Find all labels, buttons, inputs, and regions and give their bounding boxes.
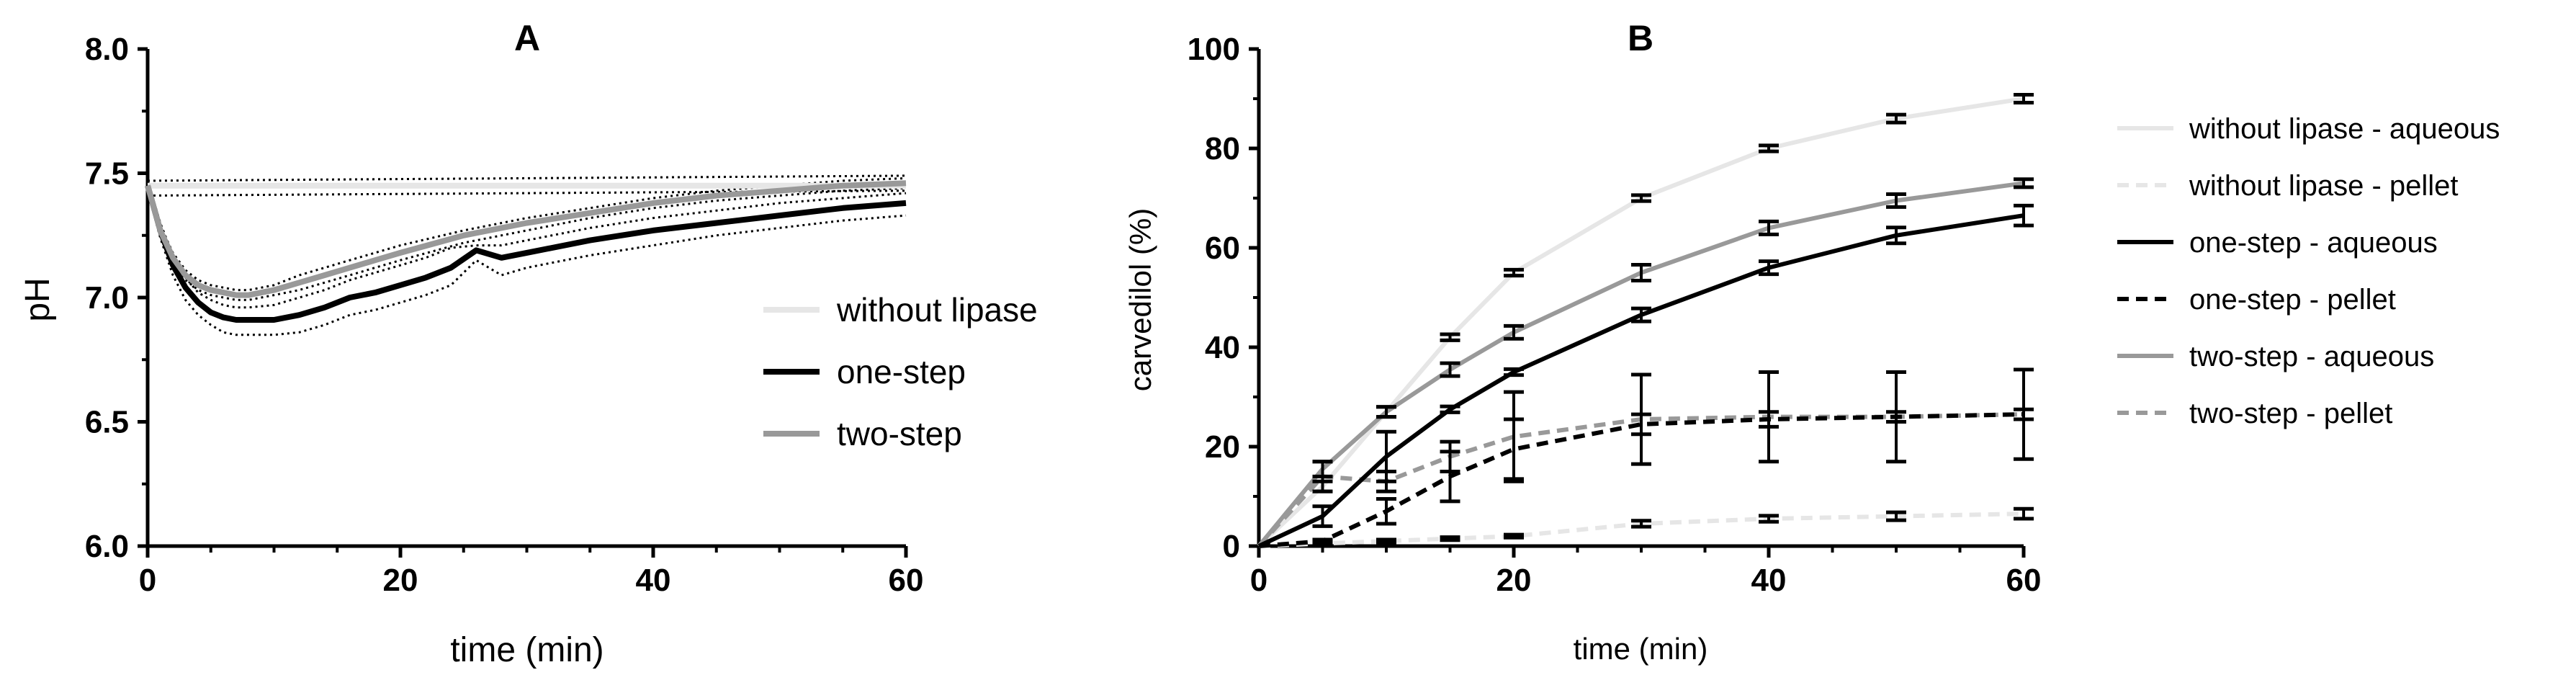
errorbar-two-step-aqueous [1440,361,1460,378]
panel-b-ticks: 0 20 40 60 80 100 0 20 40 60 [1188,32,2042,598]
x-tick-label: 20 [383,563,418,598]
errorbar-withoutlipase-aqueous [1886,112,1906,125]
panel-b-series [1257,92,2034,548]
panel-b-y-axis-label: carvedilol (%) [1123,208,1157,391]
y-tick-label: 7.5 [85,156,129,192]
series-one-step-upper-band [146,180,907,309]
errorbar-two-step-aqueous [1631,262,1651,283]
x-tick-label: 40 [636,563,671,598]
y-tick-label: 6.5 [85,405,129,440]
errorbar-one-step-pellet [1759,410,1779,429]
panel-b-x-axis-label: time (min) [1574,632,1708,666]
y-tick-label: 7.0 [85,280,129,316]
series-one-step-lower-band [146,190,907,336]
errorbar-two-step-aqueous [1376,405,1396,419]
series-one-step-pellet-line [1258,412,2024,548]
errorbar-withoutlipase-aqueous [1631,193,1651,203]
panel-b-legend: without lipase - aqueous without lipase -… [2117,113,2500,429]
errorbar-two-step-aqueous [1759,219,1779,236]
errorbar-withoutlipase-aqueous [1440,332,1460,342]
errorbar-one-step-aqueous [1504,367,1524,377]
legend-label: two-step - pellet [2189,398,2392,429]
errorbar-withoutlipase-pellet [1376,537,1396,545]
errorbar-withoutlipase-pellet [2014,506,2034,521]
panel-a-legend: without lipase one-step two-step [763,291,1038,452]
errorbar-withoutlipase-pellet [1759,514,1779,524]
errorbar-one-step-pellet [1886,410,1906,424]
y-tick-label: 40 [1205,330,1240,365]
x-tick-label: 40 [1751,563,1787,598]
errorbar-two-step-aqueous [1886,192,1906,209]
x-tick-label: 20 [1496,563,1532,598]
errorbar-one-step-pellet [2014,407,2034,421]
series-two-step-lower-band [146,187,907,301]
y-tick-label: 100 [1188,32,1240,67]
errorbar-one-step-pellet [1631,412,1651,437]
y-tick-label: 6.0 [85,529,129,564]
x-tick-label: 60 [2006,563,2042,598]
x-tick-label: 0 [139,563,156,598]
panel-a: A time (min) pH 6.0 6.5 7.0 7.5 8.0 0 20 40 60 w… [19,18,1038,669]
errorbar-one-step-aqueous [1631,306,1651,323]
errorbar-withoutlipase-pellet [1886,510,1906,522]
errorbar-withoutlipase-pellet [1504,532,1524,540]
errorbar-one-step-aqueous [1886,225,1906,246]
series-two-step-line [145,180,907,298]
series-two-step-pellet-line [1257,412,2024,548]
legend-label: one-step - aqueous [2189,227,2438,259]
panel-a-ticks: 6.0 6.5 7.0 7.5 8.0 0 20 40 60 [85,32,924,598]
legend-label: without lipase [836,291,1038,329]
legend-label: two-step - aqueous [2189,341,2434,372]
legend-label: without lipase - pellet [2189,170,2459,202]
panel-b-axes [1257,49,2024,548]
y-tick-label: 8.0 [85,32,129,67]
y-tick-label: 80 [1205,131,1240,166]
series-without-lipase-upper-band [147,174,907,182]
errorbar-two-step-aqueous [1504,323,1524,341]
errorbar-withoutlipase-pellet [1440,535,1460,542]
y-tick-label: 0 [1223,529,1240,564]
panel-b-title: B [1628,18,1653,58]
panel-a-axes [145,49,906,548]
errorbar-one-step-aqueous [1440,404,1460,414]
errorbar-one-step-aqueous [2014,203,2034,228]
panel-a-series [145,174,907,336]
series-one-step-line [145,184,907,323]
y-tick-label: 20 [1205,429,1240,465]
panel-a-x-axis-label: time (min) [450,631,603,669]
x-tick-label: 60 [889,563,924,598]
errorbar-one-step-pellet [1376,496,1396,526]
panel-a-y-axis-label: pH [19,277,57,321]
series-withoutlipase-pellet-line [1258,511,2024,548]
legend-label: two-step [837,415,962,452]
errorbar-one-step-pellet [1312,537,1333,545]
errorbar-one-step-pellet [1504,417,1524,481]
errorbar-two-step-pellet [1312,460,1333,493]
legend-label: one-step - pellet [2189,284,2396,316]
legend-label: without lipase - aqueous [2189,113,2500,145]
errorbar-one-step-pellet [1440,450,1460,504]
panel-b: B time (min) carvedilol (%) 0 20 40 60 80 100… [1123,18,2500,666]
y-tick-label: 60 [1205,231,1240,266]
errorbar-withoutlipase-pellet [1631,519,1651,529]
errorbar-withoutlipase-aqueous [1504,267,1524,278]
panel-a-title: A [514,18,540,58]
errorbar-withoutlipase-aqueous [2014,92,2034,105]
errorbar-one-step-aqueous [1312,504,1333,528]
errorbar-two-step-aqueous [2014,177,2034,189]
legend-label: one-step [837,353,966,390]
series-two-step-aqueous-line [1257,181,2024,548]
errorbar-one-step-aqueous [1376,429,1396,483]
errorbar-withoutlipase-aqueous [1759,143,1779,153]
x-tick-label: 0 [1250,563,1267,598]
errorbar-one-step-aqueous [1759,259,1779,277]
